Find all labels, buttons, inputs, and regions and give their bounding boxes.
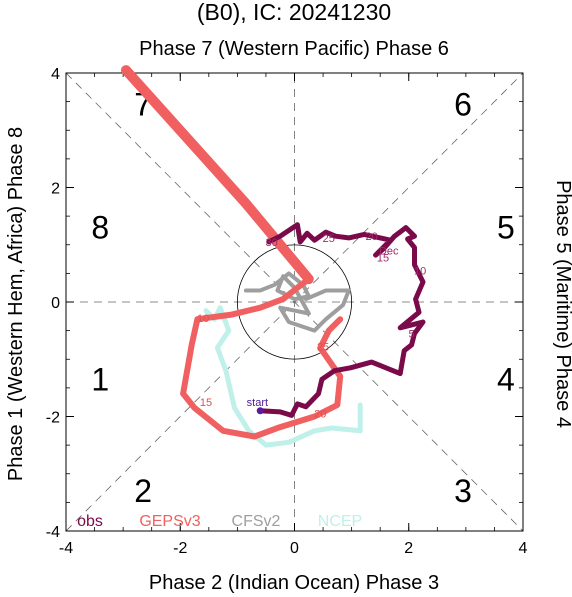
legend-item-CFSv2: CFSv2 [232, 513, 281, 530]
start-point [256, 407, 264, 415]
day-label: 15 [200, 397, 212, 409]
y-tick-label: 0 [51, 295, 60, 312]
y-tick-label: 2 [51, 181, 60, 198]
day-label: 15 [377, 252, 389, 264]
series-line-NCEP [203, 305, 363, 448]
unit-circle [236, 244, 353, 360]
phase-number-1: 1 [91, 361, 109, 397]
left-axis-label: Phase 1 (Western Hem, Africa) Phase 8 [5, 127, 27, 481]
phase-number-8: 8 [91, 210, 109, 246]
day-label: 10 [197, 313, 209, 325]
day-label: 25 [323, 233, 335, 245]
series-line-obs [257, 222, 426, 418]
x-tick-label: 0 [290, 540, 299, 557]
day-label: 30 [266, 237, 278, 249]
day-label: Dec [379, 245, 399, 257]
series-NCEP [203, 305, 363, 448]
y-tick-label: -4 [46, 524, 60, 541]
day-label: 25 [317, 342, 329, 354]
legend-item-NCEP: NCEP [318, 513, 362, 530]
bottom-axis-label: Phase 2 (Indian Ocean) Phase 3 [149, 572, 439, 594]
x-tick-label: 4 [519, 540, 528, 557]
top-axis-label: Phase 7 (Western Pacific) Phase 6 [139, 38, 449, 60]
x-tick-label: -2 [173, 540, 187, 557]
phase-number-3: 3 [454, 473, 472, 509]
guide-line-3 [65, 72, 524, 532]
day-label: 10 [414, 266, 426, 278]
legend-item-GEPSv3: GEPSv3 [139, 513, 200, 530]
day-label: 20 [314, 409, 326, 421]
phase-number-6: 6 [454, 86, 472, 122]
phase-number-2: 2 [134, 473, 152, 509]
day-label: 5 [409, 328, 415, 340]
chart-title: (B0), IC: 20241230 [197, 0, 391, 25]
series-GEPSv3: 10 15 20 25 [120, 65, 344, 440]
series-line-GEPSv3 [123, 67, 344, 440]
day-label: 20 [365, 231, 377, 243]
day-label: start [247, 397, 268, 409]
guide-lines [65, 72, 524, 532]
legend: obs GEPSv3 CFSv2 NCEP [77, 513, 362, 530]
y-tick-label: -2 [46, 410, 60, 427]
legend-item-obs: obs [77, 513, 103, 530]
y-tick-label: 4 [51, 66, 60, 83]
x-tick-label: -4 [59, 540, 73, 557]
series-track-GEPSv3 [120, 65, 314, 285]
x-tick-label: 2 [404, 540, 413, 557]
axis-ticks: -4 -2 0 2 4 -4 -2 0 2 4 [46, 66, 528, 557]
right-axis-label: Phase 5 (Maritime) Phase 4 [552, 180, 572, 428]
phase-number-5: 5 [497, 210, 515, 246]
phase-number-4: 4 [497, 361, 515, 397]
